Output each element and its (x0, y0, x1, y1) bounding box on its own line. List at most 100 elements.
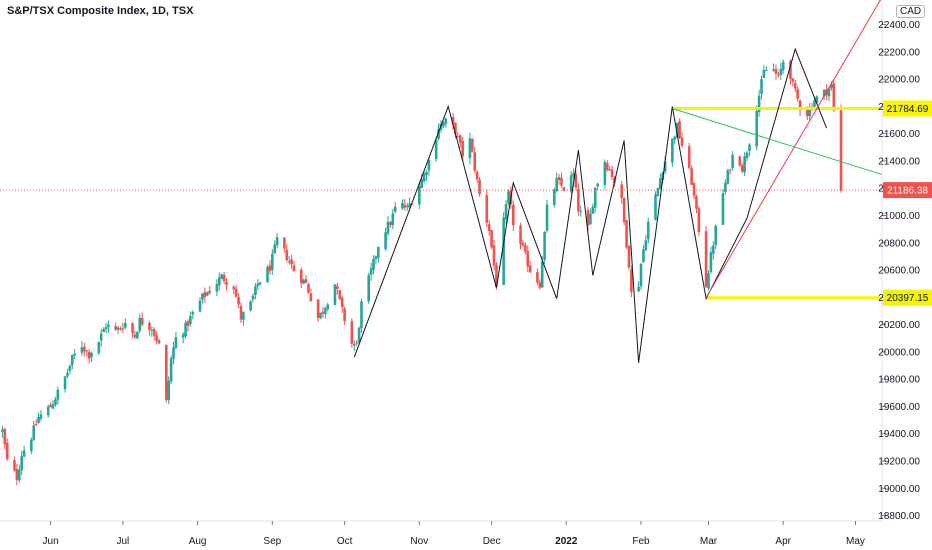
candle-body (502, 217, 505, 285)
last-price-label-bg (883, 182, 932, 199)
candle-body (760, 79, 763, 94)
candle-body (138, 317, 142, 332)
candle-body (56, 389, 60, 400)
candle-body (352, 344, 356, 346)
trend-line (672, 107, 883, 176)
x-tick-label: 2022 (555, 536, 578, 547)
candle-body (174, 337, 178, 349)
candle-body (475, 171, 479, 180)
candle-body (237, 297, 240, 305)
candle-body (393, 206, 397, 212)
candle-body (524, 245, 527, 252)
candle-body (560, 178, 563, 186)
candle-body (5, 442, 9, 460)
drawings (0, 0, 883, 363)
candle-body (738, 156, 742, 166)
candle-body (511, 204, 515, 226)
candle-body (30, 439, 33, 452)
candle-body (721, 193, 725, 225)
candle-body (569, 175, 573, 192)
candle-body (63, 376, 67, 390)
candle-body (572, 173, 575, 177)
y-tick-label: 20800.00 (878, 238, 920, 249)
candle-body (391, 213, 395, 226)
candle-body (32, 425, 36, 440)
candle-body (121, 328, 125, 330)
candle-body (490, 229, 493, 248)
candle-body (680, 137, 684, 146)
y-tick-label: 19600.00 (878, 402, 920, 413)
candle-body (338, 290, 342, 299)
candle-body (673, 136, 677, 140)
candle-body (822, 89, 826, 97)
candle-body (377, 247, 380, 258)
candle-body (80, 347, 84, 353)
candle-body (217, 277, 221, 286)
candle-body (205, 292, 209, 296)
candle-body (181, 334, 185, 338)
candle-body (169, 357, 173, 382)
candle-body (437, 128, 440, 139)
y-tick-label: 19400.00 (878, 429, 920, 440)
candle-body (815, 96, 819, 103)
candle-body (275, 237, 279, 246)
y-tick-label: 20200.00 (878, 320, 920, 331)
candle-body (456, 135, 460, 137)
candle-body (54, 399, 57, 406)
candle-body (422, 173, 426, 182)
candle-body (830, 84, 833, 89)
candle-body (791, 78, 795, 82)
candle-body (34, 424, 38, 426)
candle-body (439, 124, 443, 130)
candle-body (574, 174, 578, 188)
candle-body (444, 118, 448, 125)
candle-body (234, 288, 238, 297)
candles (1, 59, 843, 486)
candle-body (408, 203, 411, 208)
candle-body (663, 161, 667, 172)
candle-body (405, 205, 409, 207)
candle-body (266, 267, 269, 283)
candle-body (755, 111, 758, 147)
y-tick-label: 22400.00 (878, 20, 920, 31)
candle-body (249, 301, 252, 311)
y-tick-label: 20000.00 (878, 347, 920, 358)
candle-body (704, 231, 708, 287)
candle-body (745, 152, 749, 159)
candle-body (20, 456, 23, 471)
candle-body (765, 69, 768, 71)
candle-body (324, 308, 327, 314)
candle-body (17, 469, 21, 481)
candle-body (148, 322, 151, 330)
candle-body (839, 110, 843, 191)
candle-body (87, 351, 91, 359)
price-level-label: 20397.15 (887, 293, 929, 304)
candle-body (167, 380, 170, 401)
candle-body (333, 284, 337, 305)
candle-body (793, 83, 797, 89)
candle-body (184, 322, 187, 337)
candle-body (220, 274, 224, 279)
candle-body (51, 404, 55, 409)
candle-body (779, 68, 783, 76)
candle-body (15, 469, 19, 481)
candle-body (697, 208, 701, 232)
price-level-label: 21784.69 (887, 104, 929, 115)
candle-body (644, 240, 648, 251)
candle-body (471, 138, 474, 152)
candle-body (136, 331, 139, 339)
candle-body (116, 327, 120, 330)
candle-body (225, 281, 228, 285)
candle-body (97, 341, 101, 354)
y-tick-label: 19800.00 (878, 375, 920, 386)
x-tick-label: Nov (410, 536, 428, 547)
candle-body (642, 249, 645, 263)
currency-badge[interactable]: CAD (896, 5, 926, 18)
candle-body (687, 146, 691, 168)
candle-body (372, 258, 375, 270)
candle-body (656, 187, 660, 196)
candle-body (630, 269, 633, 293)
